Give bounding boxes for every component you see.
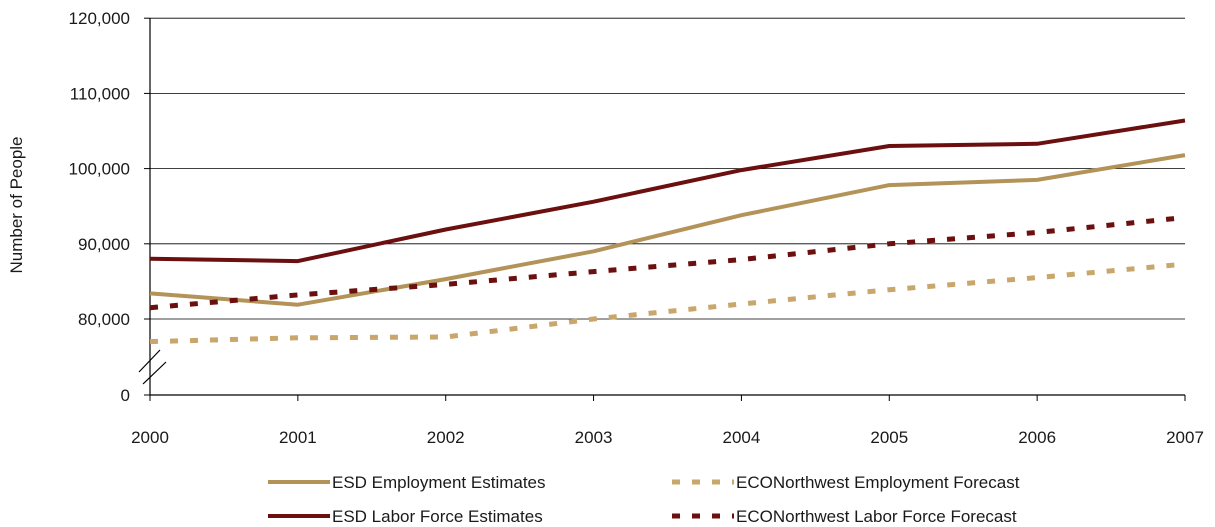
legend-item: ESD Labor Force Estimates <box>268 507 543 526</box>
legend-label: ECONorthwest Employment Forecast <box>736 473 1020 492</box>
gridlines <box>150 17 1185 320</box>
x-tick-label: 2003 <box>575 428 613 447</box>
axis-break-slash <box>142 361 167 385</box>
x-tick-label: 2007 <box>1166 428 1204 447</box>
legend-label: ESD Employment Estimates <box>332 473 546 492</box>
legend-label: ECONorthwest Labor Force Forecast <box>736 507 1017 526</box>
x-tick-label: 2005 <box>870 428 908 447</box>
y-tick-label: 90,000 <box>78 235 130 254</box>
x-tick-label: 2002 <box>427 428 465 447</box>
y-tick-label: 110,000 <box>70 84 130 103</box>
x-tick-label: 2004 <box>723 428 761 447</box>
y-tick-label: 0 <box>121 386 130 405</box>
series-line-4 <box>149 215 1186 311</box>
x-tick-label: 2001 <box>279 428 317 447</box>
x-tick-label: 2000 <box>131 428 169 447</box>
y-tick-label: 80,000 <box>78 310 130 329</box>
series-line-3 <box>149 261 1186 345</box>
legend-label: ESD Labor Force Estimates <box>332 507 543 526</box>
x-tick-labels: 2000 2001 2002 2003 2004 2005 2006 2007 <box>131 395 1204 447</box>
y-tick-label: 100,000 <box>69 160 130 179</box>
legend-item: ESD Employment Estimates <box>268 473 546 492</box>
y-tick-labels: 120,000 110,000 100,000 90,000 80,000 0 <box>69 9 150 405</box>
series-lines <box>149 118 1186 345</box>
series-line-2 <box>149 118 1186 264</box>
series-line-1 <box>149 153 1186 307</box>
legend: ESD Employment Estimates ESD Labor Force … <box>268 473 1020 526</box>
legend-item: ECONorthwest Employment Forecast <box>672 473 1020 492</box>
y-tick-label: 120,000 <box>69 9 130 28</box>
legend-item: ECONorthwest Labor Force Forecast <box>672 507 1017 526</box>
axis-break-marker <box>138 349 167 385</box>
x-tick-label: 2006 <box>1018 428 1056 447</box>
y-axis-title: Number of People <box>7 136 26 273</box>
axis-break-slash <box>138 349 161 373</box>
